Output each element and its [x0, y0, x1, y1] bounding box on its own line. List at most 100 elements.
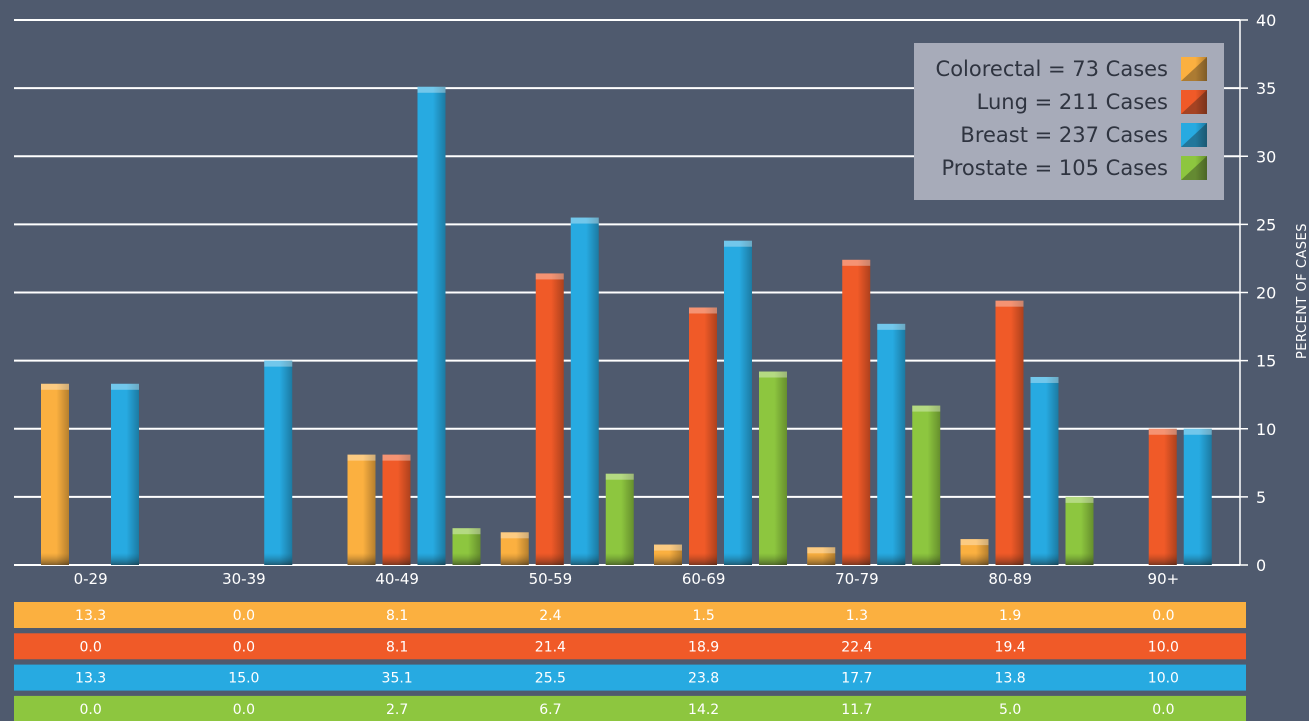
bar-shadow — [452, 553, 481, 565]
bar-body — [1148, 428, 1177, 565]
table-cell: 1.3 — [846, 608, 868, 624]
table-cell: 8.1 — [386, 608, 408, 624]
y-tick-label: 10 — [1256, 420, 1276, 439]
legend-label: Breast = 237 Cases — [960, 123, 1168, 147]
bar — [877, 323, 906, 565]
bar — [960, 539, 989, 565]
table-cell: 25.5 — [535, 671, 566, 687]
bar — [41, 383, 69, 565]
bar-shadow — [417, 553, 446, 565]
bar — [111, 383, 139, 565]
table-cell: 0.0 — [1152, 608, 1174, 624]
table-cell: 10.0 — [1148, 671, 1179, 687]
y-axis-label: PERCENT OF CASES — [1295, 223, 1309, 359]
legend: Colorectal = 73 Cases Lung = 211 Cases Bre… — [914, 43, 1224, 200]
bar-cap — [759, 371, 787, 378]
bar-body — [759, 371, 787, 565]
bar-cap — [1030, 376, 1059, 383]
table-cell: 18.9 — [688, 639, 719, 655]
table-cell: 21.4 — [535, 639, 566, 655]
bar — [1030, 376, 1059, 565]
bar — [842, 259, 871, 565]
bar-shadow — [347, 553, 376, 565]
bar-body — [382, 454, 411, 565]
legend-swatch-shade — [1181, 156, 1207, 180]
y-tick-label: 35 — [1256, 79, 1276, 98]
grid-lines — [14, 19, 1240, 566]
table-cell: 11.7 — [841, 702, 872, 718]
bar-cap — [960, 539, 989, 546]
bar-body — [1030, 376, 1059, 565]
category-label: 60-69 — [682, 570, 726, 588]
bar — [535, 273, 564, 565]
table-cell: 13.3 — [75, 671, 106, 687]
bar-body — [605, 473, 634, 565]
bar-cap — [41, 383, 69, 390]
category-label: 50-59 — [529, 570, 573, 588]
bar-cap — [605, 473, 634, 480]
bar-body — [1183, 428, 1212, 565]
data-table: 13.3 0.0 8.1 2.4 1.5 1.3 1.9 0.0 0.0 0.0 8.1 21.4 18… — [14, 602, 1246, 721]
bar-shadow — [842, 553, 871, 565]
bar-body — [41, 383, 69, 565]
legend-swatch-shade — [1181, 90, 1207, 114]
bar — [500, 532, 529, 565]
bar-shadow — [382, 553, 411, 565]
bar — [724, 240, 752, 565]
category-label: 90+ — [1148, 570, 1180, 588]
legend-swatch — [1181, 123, 1207, 147]
category-label: 80-89 — [988, 570, 1032, 588]
bar-body — [570, 217, 599, 565]
category-label: 0-29 — [74, 570, 108, 588]
table-cell: 0.0 — [233, 608, 255, 624]
table-cell: 10.0 — [1148, 639, 1179, 655]
bar — [1065, 496, 1094, 565]
bar-body — [689, 307, 717, 565]
bar-cap — [842, 259, 871, 266]
bar-shadow — [654, 553, 682, 565]
table-cell: 17.7 — [841, 671, 872, 687]
y-tick-label: 5 — [1256, 488, 1266, 507]
bar-cap — [382, 454, 411, 461]
bar — [1148, 428, 1177, 565]
bar — [807, 547, 836, 565]
legend-box — [914, 43, 1224, 200]
bar-body — [535, 273, 564, 565]
bar-body — [111, 383, 139, 565]
legend-label: Colorectal = 73 Cases — [936, 57, 1168, 81]
table-cell: 35.1 — [382, 671, 413, 687]
table-cell: 0.0 — [79, 702, 101, 718]
table-cell: 5.0 — [999, 702, 1021, 718]
bar-cap — [807, 547, 836, 554]
bar-shadow — [500, 553, 529, 565]
bar-cap — [535, 273, 564, 280]
bar-cap — [264, 360, 293, 367]
bar-shadow — [1183, 553, 1212, 565]
table-cell: 6.7 — [539, 702, 561, 718]
bar-body — [912, 405, 941, 565]
legend-label: Lung = 211 Cases — [977, 90, 1168, 114]
table-cell: 15.0 — [228, 671, 259, 687]
bar — [605, 473, 634, 565]
legend-swatch-shade — [1181, 57, 1207, 81]
table-row — [14, 602, 1246, 628]
bar-shadow — [1148, 553, 1177, 565]
table-row — [14, 633, 1246, 660]
bar-shadow — [111, 553, 139, 565]
bar-shadow — [807, 553, 836, 565]
bar-body — [877, 323, 906, 565]
bar-cap — [1065, 496, 1094, 503]
y-axis: 0 5 10 15 20 25 30 35 40 PERCENT OF CASES — [1239, 11, 1309, 575]
bar — [417, 86, 446, 565]
table-cell: 0.0 — [233, 639, 255, 655]
bar-cap — [1148, 428, 1177, 435]
bar — [347, 454, 376, 565]
bar-cap — [452, 528, 481, 535]
table-cell: 14.2 — [688, 702, 719, 718]
legend-swatch-shade — [1181, 123, 1207, 147]
bar-shadow — [912, 553, 941, 565]
table-cell: 1.5 — [692, 608, 714, 624]
bar-shadow — [960, 553, 989, 565]
bar-shadow — [41, 553, 69, 565]
y-tick-label: 0 — [1256, 556, 1266, 575]
